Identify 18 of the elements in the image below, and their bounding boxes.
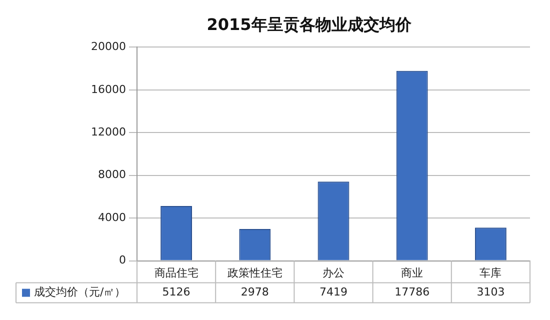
x-tick-label: 商业 [401, 266, 424, 280]
data-label: 5126 [162, 286, 190, 299]
x-tick-label: 车库 [480, 266, 502, 280]
y-tick-label: 4000 [98, 210, 126, 224]
data-label: 7419 [319, 286, 348, 299]
data-label: 17786 [394, 286, 430, 299]
legend-label: 成交均价（元/㎡） [34, 286, 126, 299]
y-tick-label: 20000 [90, 40, 126, 54]
x-tick-label: 政策性住宅 [227, 266, 282, 280]
y-tick-label: 8000 [98, 168, 126, 182]
y-tick-label: 0 [118, 254, 126, 267]
x-tick-label: 商品住宅 [154, 266, 198, 280]
y-tick-label: 16000 [90, 82, 126, 96]
data-label: 2978 [240, 286, 269, 299]
chart-title: 2015年呈贡各物业成交均价 [206, 14, 412, 34]
x-tick-label: 办公 [322, 266, 344, 280]
y-tick-label: 12000 [90, 126, 126, 138]
data-label: 3103 [476, 286, 505, 299]
